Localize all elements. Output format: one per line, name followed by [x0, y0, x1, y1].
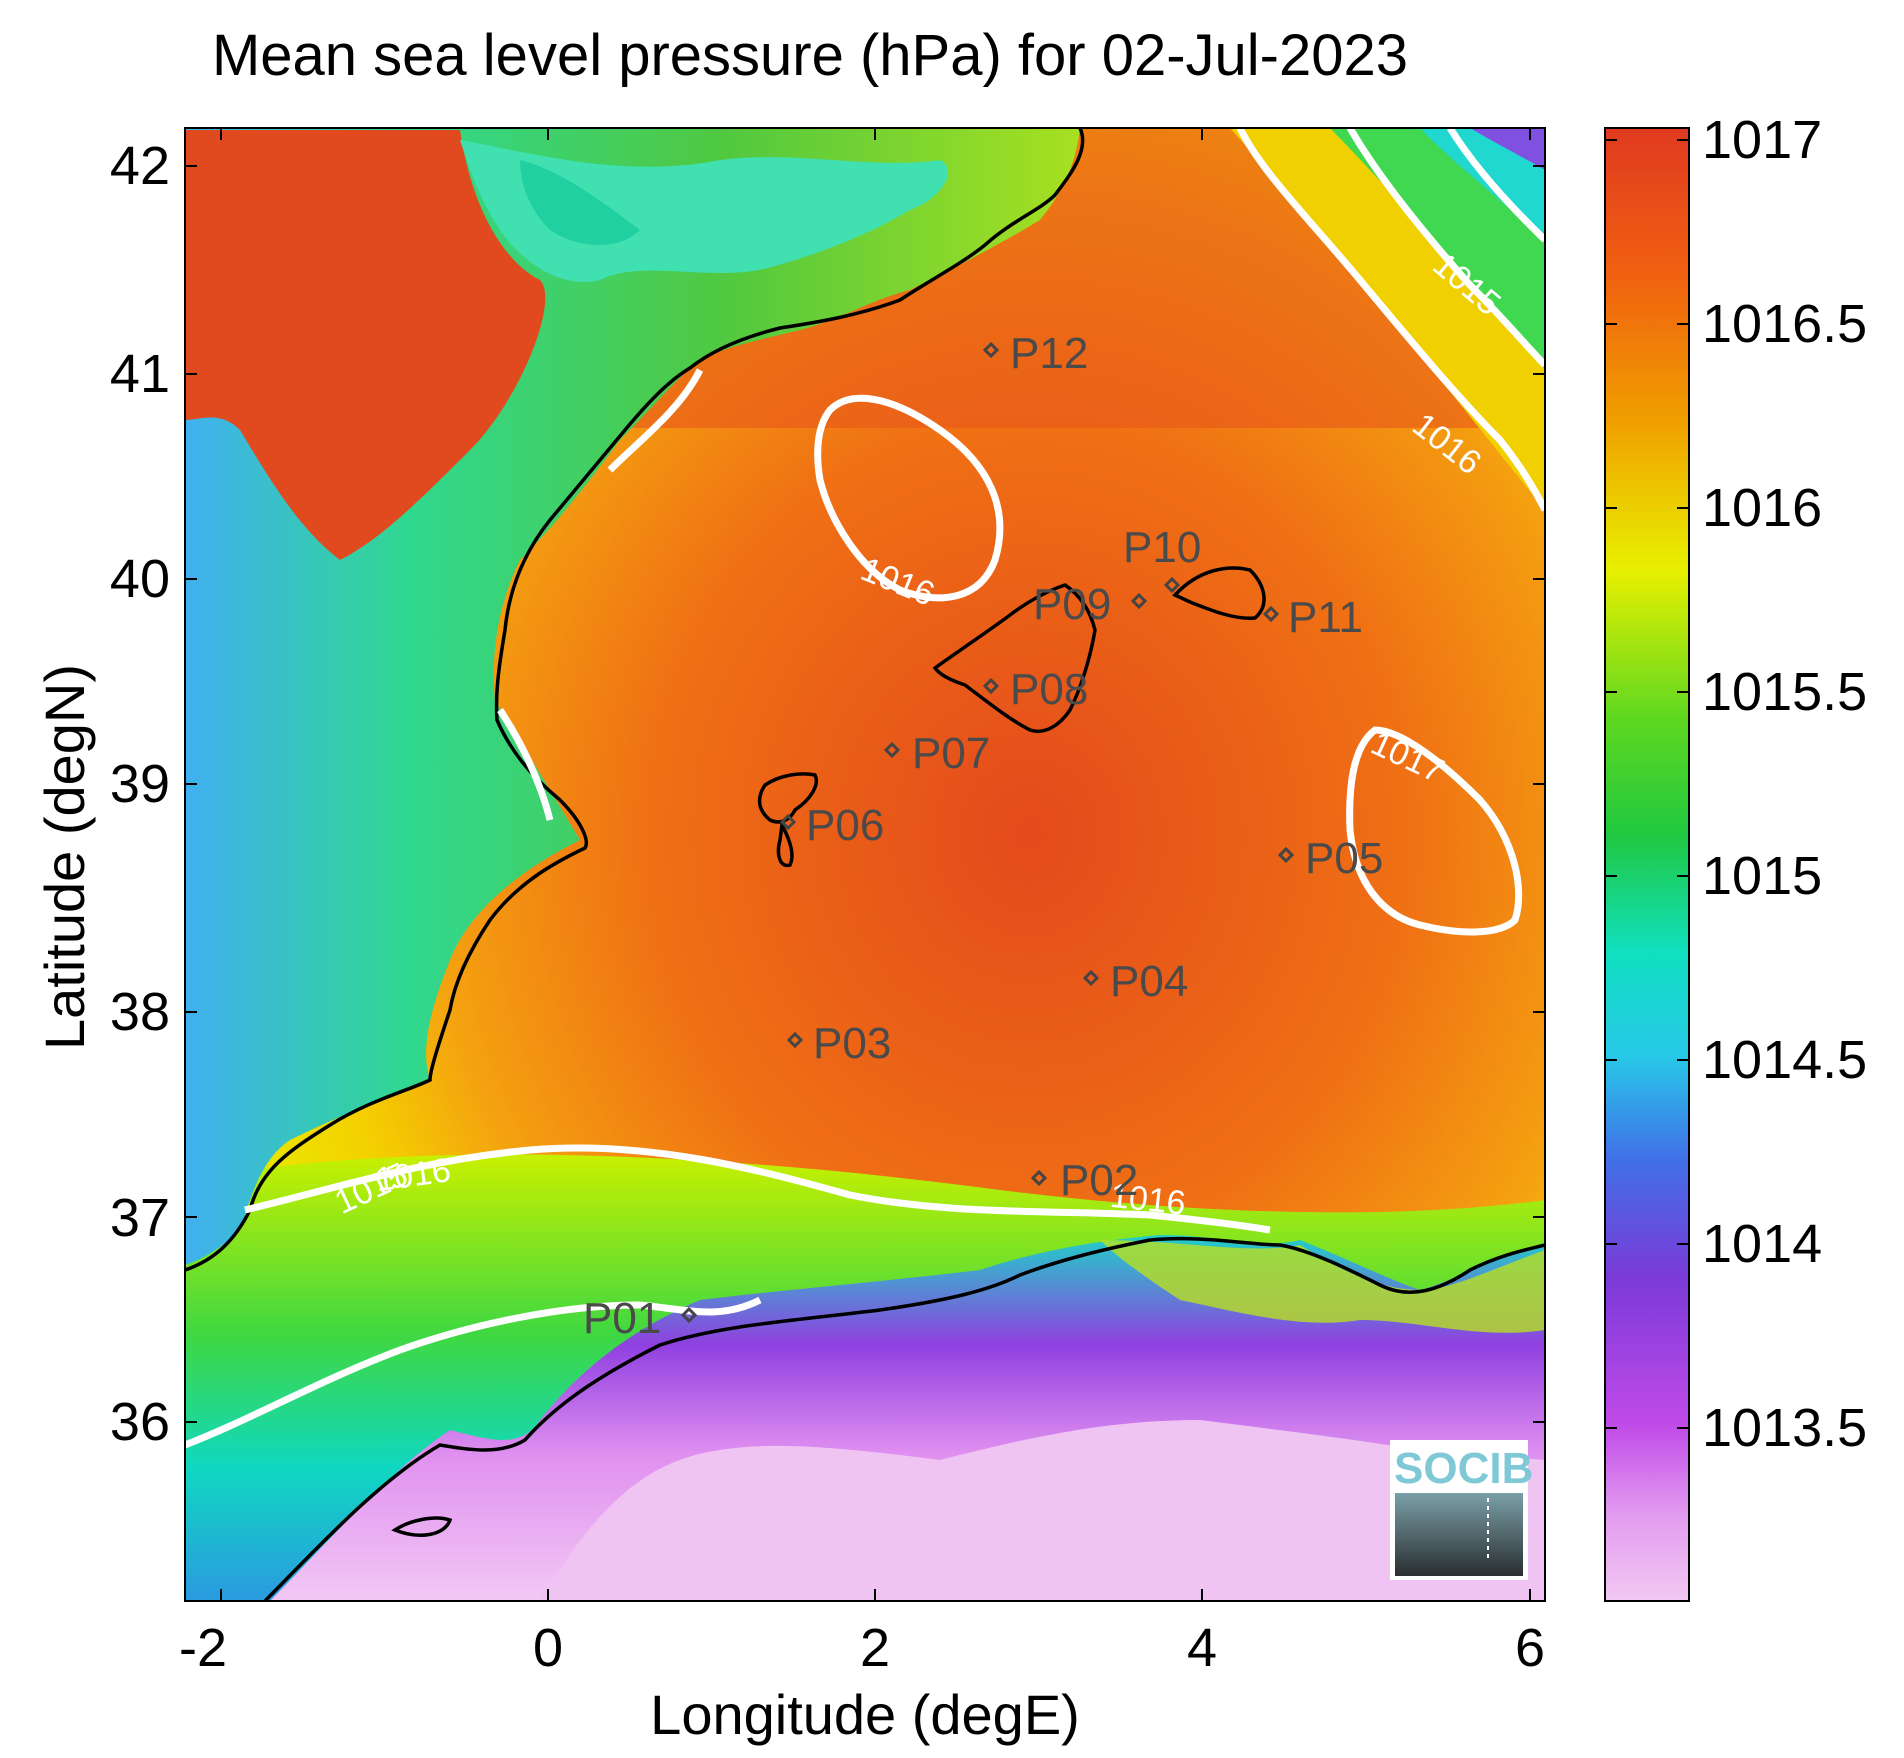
colorbar-tick-label: 1015.5: [1702, 662, 1867, 722]
colorbar-scale: [1604, 127, 1690, 1602]
station-marker: [982, 677, 1000, 695]
station-label: P06: [806, 801, 884, 850]
x-axis-label: Longitude (degE): [650, 1683, 1080, 1746]
map-title: Mean sea level pressure (hPa) for 02-Jul…: [211, 23, 1409, 88]
colorbar-tick-label: 1017: [1702, 110, 1822, 170]
y-tick-label: 41: [110, 344, 170, 404]
y-tick-label: 38: [110, 982, 170, 1042]
isobar-1016-ne: [1236, 128, 1545, 512]
y-tick-label: 36: [110, 1392, 170, 1452]
socib-logo: SOCIB: [1390, 1440, 1533, 1580]
colorbar: 1017 1016.5 1016 1015.5 1015 1014.5 1014…: [1604, 110, 1867, 1602]
x-tick-label: 4: [1187, 1618, 1217, 1678]
station-marker: [1262, 605, 1280, 623]
station-marker: [680, 1306, 698, 1324]
isobar-1016-inner: [814, 394, 1004, 602]
plot-frame: [184, 127, 1546, 1602]
colorbar-tick-label: 1014: [1702, 1214, 1822, 1274]
isobar-1016-south: [244, 1144, 1271, 1234]
y-tick-label: 37: [110, 1188, 170, 1248]
x-tick-label: -2: [179, 1618, 227, 1678]
coastlines: [185, 128, 1545, 1601]
station-label: P09: [1033, 580, 1111, 629]
station-marker: [1163, 576, 1181, 594]
isobar-1017: [1346, 726, 1523, 936]
logo-text: SOCIB: [1394, 1444, 1533, 1493]
isobar-1016-north: [607, 368, 704, 473]
station-label: P03: [813, 1019, 891, 1068]
station-marker: [786, 1031, 804, 1049]
spain-coast: [185, 128, 1085, 1272]
africa-coast: [263, 1236, 1545, 1601]
station-marker: [779, 813, 797, 831]
colorbar-tick-label: 1016.5: [1702, 294, 1867, 354]
station-label: P10: [1123, 523, 1201, 572]
x-tick-label: 2: [860, 1618, 890, 1678]
y-tick-label: 40: [110, 549, 170, 609]
menorca-coast: [1172, 566, 1266, 620]
station-label: P07: [912, 729, 990, 778]
isobar-1015-ne: [1346, 128, 1545, 368]
isobar-1014-ne: [1447, 128, 1545, 243]
alboran-coast: [391, 1516, 453, 1537]
x-ticks: [220, 128, 1531, 1601]
station-marker: [982, 341, 1000, 359]
station-label: P02: [1060, 1156, 1138, 1205]
x-tick-label: 0: [533, 1618, 563, 1678]
station-label: P12: [1010, 329, 1088, 378]
colorbar-tick-label: 1016: [1702, 478, 1822, 538]
y-tick-label: 39: [110, 754, 170, 814]
station-label: P01: [583, 1294, 661, 1343]
formentera-coast: [776, 819, 794, 868]
station-label: P04: [1110, 957, 1188, 1006]
station-label: P08: [1010, 665, 1088, 714]
station-marker: [1130, 592, 1148, 610]
colorbar-tick-label: 1015: [1702, 846, 1822, 906]
station-label: P05: [1305, 834, 1383, 883]
colorbar-tick-label: 1013.5: [1702, 1398, 1867, 1458]
ibiza-coast: [757, 772, 818, 824]
stations: P01 P02 P03 P04 P05 P06 P07 P08 P09 P10 …: [583, 329, 1383, 1343]
station-marker: [1277, 846, 1295, 864]
mallorca-coast: [932, 583, 1097, 733]
x-tick-label: 6: [1515, 1618, 1545, 1678]
colorbar-tick-label: 1014.5: [1702, 1030, 1867, 1090]
station-marker: [883, 741, 901, 759]
y-ticks: [185, 165, 1545, 1423]
isobar-1016-spain: [497, 708, 554, 821]
station-marker: [1030, 1169, 1048, 1187]
station-marker: [1082, 969, 1100, 987]
y-tick-label: 42: [110, 136, 170, 196]
contour-label-1016: 1016: [1108, 1177, 1187, 1223]
station-label: P11: [1288, 593, 1363, 642]
